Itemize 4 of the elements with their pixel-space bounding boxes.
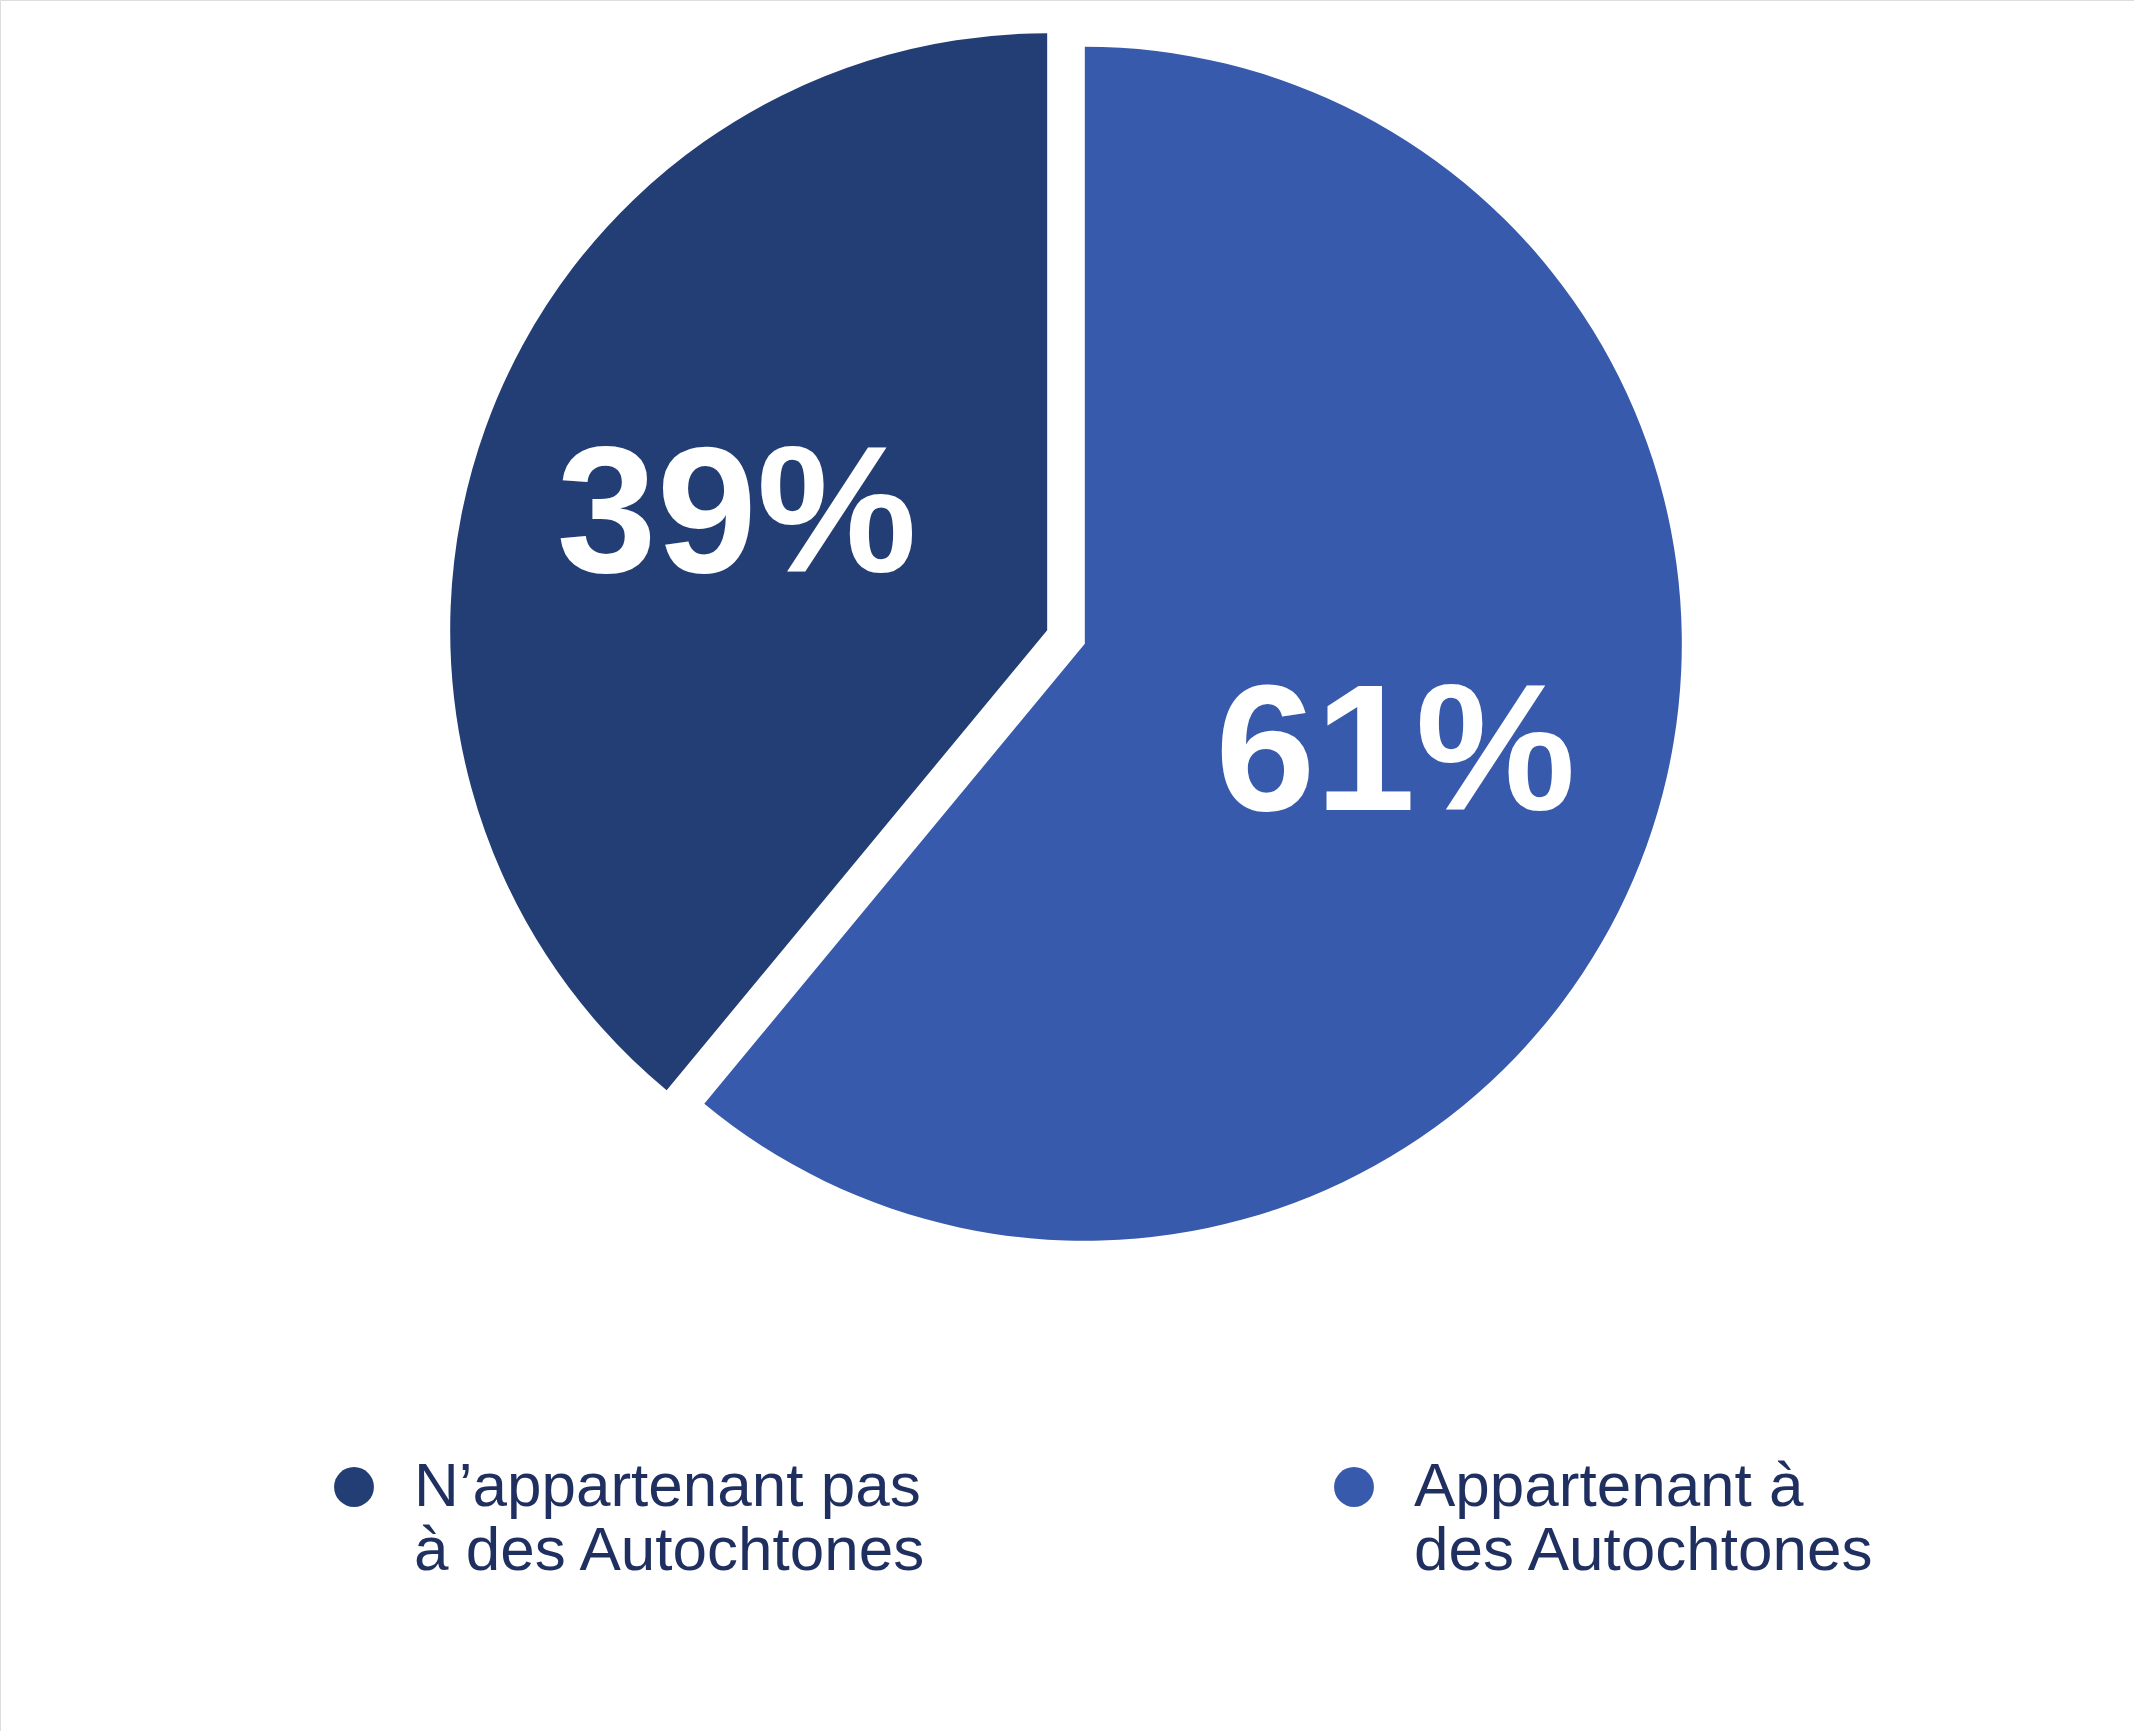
legend-label: N’appartenant pas à des Autochtones <box>414 1450 925 1583</box>
legend-label: Appartenant à des Autochtones <box>1414 1450 1873 1583</box>
data-label: 39% <box>556 409 917 611</box>
data-label: 61% <box>1215 646 1576 848</box>
